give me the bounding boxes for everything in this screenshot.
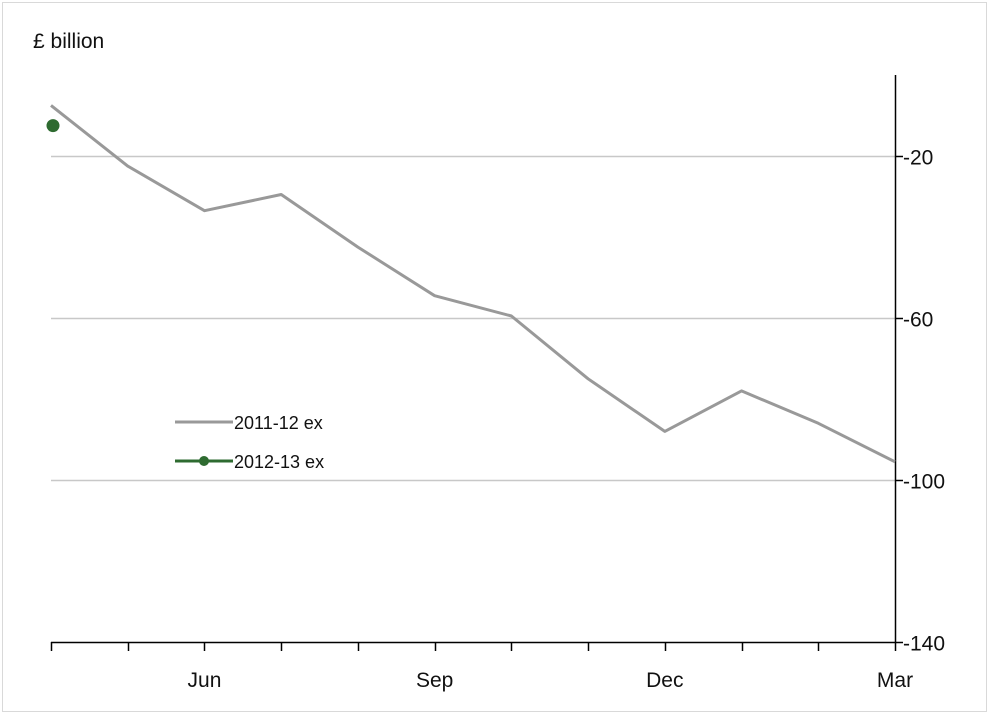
legend-label-2012-13: 2012-13 ex [234,452,324,472]
x-tick-label: Mar [877,669,913,692]
series-layer [45,104,896,464]
axes [50,75,903,651]
y-axis-unit-label: £ billion [33,30,104,53]
legend-marker-2012-13 [199,456,209,466]
x-tick-label: Dec [646,669,683,692]
series-point-1 [45,118,61,134]
y-tick-label: -100 [903,471,945,494]
y-tick-label: -60 [903,309,933,332]
legend-item-2012-13: 2012-13 ex [175,452,324,472]
legend: 2011-12 ex 2012-13 ex [175,413,324,472]
y-tick-label: -20 [903,147,933,170]
x-tick-label: Sep [416,669,453,692]
gridlines [51,155,895,482]
legend-label-2011-12: 2011-12 ex [234,413,323,433]
y-tick-label: -140 [903,633,945,656]
tick-labels: -20 -60 -100 -140 Jun Sep Dec Mar [188,147,946,693]
legend-item-2011-12: 2011-12 ex [175,413,323,433]
x-tick-label: Jun [188,669,222,692]
series-line-0 [50,104,896,464]
